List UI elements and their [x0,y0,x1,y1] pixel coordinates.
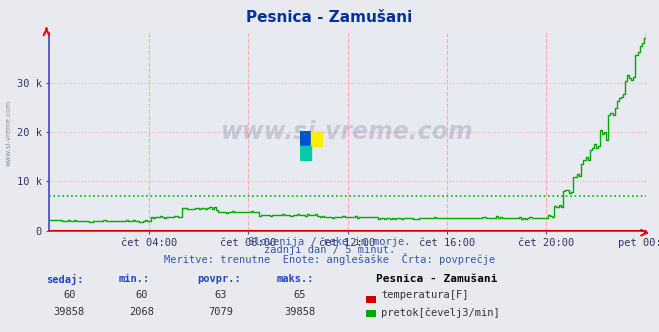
Text: 39858: 39858 [284,307,316,317]
Text: Pesnica - Zamušani: Pesnica - Zamušani [376,274,497,284]
Text: 7079: 7079 [208,307,233,317]
Text: www.si-vreme.com: www.si-vreme.com [5,100,12,166]
Text: 60: 60 [136,290,148,300]
Bar [312,131,323,146]
Text: 60: 60 [63,290,75,300]
Text: pretok[čevelj3/min]: pretok[čevelj3/min] [381,307,500,318]
Text: Pesnica - Zamušani: Pesnica - Zamušani [246,10,413,25]
Text: 63: 63 [215,290,227,300]
Text: temperatura[F]: temperatura[F] [381,290,469,300]
Text: 65: 65 [294,290,306,300]
Text: Slovenija / reke in morje.: Slovenija / reke in morje. [248,237,411,247]
Text: maks.:: maks.: [277,274,314,284]
Bar [300,146,312,161]
Text: 2068: 2068 [129,307,154,317]
Bar [300,131,312,146]
Text: min.:: min.: [119,274,150,284]
Text: sedaj:: sedaj: [46,274,84,285]
Text: povpr.:: povpr.: [198,274,241,284]
Text: Meritve: trenutne  Enote: anglešaške  Črta: povprečje: Meritve: trenutne Enote: anglešaške Črta… [164,253,495,265]
Text: 39858: 39858 [53,307,85,317]
Text: zadnji dan / 5 minut.: zadnji dan / 5 minut. [264,245,395,255]
Bar [312,146,323,161]
Text: www.si-vreme.com: www.si-vreme.com [221,120,474,144]
